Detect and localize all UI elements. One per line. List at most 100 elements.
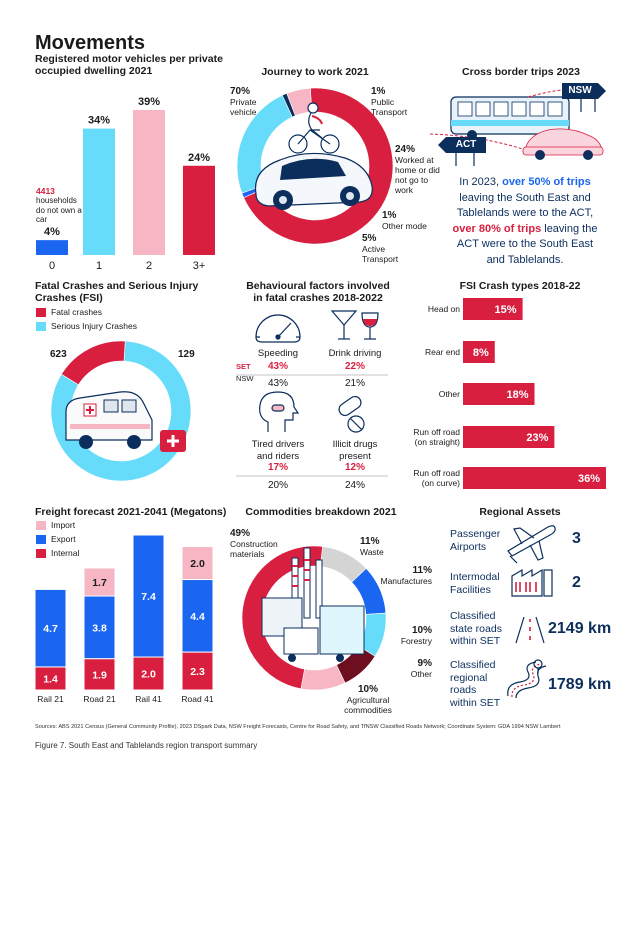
comm-other-label: 9% Other [382, 659, 432, 680]
cocktail-icon [330, 310, 379, 340]
page-title: Movements [35, 32, 146, 54]
crash-category-3-0: Run off road [413, 427, 460, 437]
freight-legend-internal: Internal [51, 548, 80, 558]
crash-value-4: 36% [578, 473, 600, 485]
asset-regional-roads-value: 1789 km [548, 676, 612, 693]
crash-bar-4 [463, 467, 606, 489]
nsw-sign-label: NSW [568, 85, 592, 96]
no-car-note: households do not own a car [36, 196, 82, 224]
vehicles-title: Registered motor vehicles per private oc… [35, 53, 223, 77]
comm-forestry-value: 10% [411, 625, 432, 636]
crash-bar-0 [463, 298, 523, 320]
freight-title: Freight forecast 2021-2041 (Megatons) [35, 506, 227, 518]
freight-bar-import-3 [181, 546, 214, 581]
asset-state-roads-line3: within SET [450, 635, 501, 647]
comm-agri-value: 10% [357, 684, 378, 695]
plane-icon [507, 525, 556, 564]
freight-value-export-0: 4.7 [43, 623, 58, 635]
fsi-serious-value: 623 [50, 349, 67, 360]
journey-home-label: 24% Worked at home or did not go to work [395, 145, 445, 196]
fsi-title-line1: Fatal Crashes and Serious Injury [35, 280, 199, 292]
border-line4: leaving the [541, 222, 598, 235]
fsi-slice-0 [50, 340, 192, 482]
vehicles-value-2: 39% [138, 96, 160, 108]
freight-legend-import: Import [51, 520, 76, 530]
freight-bar-export-1 [83, 595, 116, 660]
crash-category-4-0: Run off road [413, 468, 460, 478]
comm-forestry-text: Forestry [400, 636, 432, 646]
asset-regional-roads-label: Classified regional roads within SET [450, 659, 500, 709]
asset-state-roads-line1: Classified [450, 610, 496, 622]
tired-head-icon [259, 391, 300, 432]
vehicles-category-1: 1 [96, 260, 102, 272]
crash-category-0-0: Head on [428, 304, 460, 314]
act-sign-label: ACT [455, 139, 477, 150]
journey-public-text: Public Transport [371, 97, 408, 117]
behaviour-title: Behavioural factors involved in fatal cr… [233, 280, 403, 304]
border-line1: In 2023, [459, 176, 503, 188]
crash-category-3-1: (on straight) [415, 437, 461, 447]
fsi-title: Fatal Crashes and Serious Injury Crashes… [35, 280, 198, 304]
crash-category-4-1: (on curve) [422, 478, 460, 488]
fsi-slice-1 [61, 340, 126, 386]
freight-value-import-3: 2.0 [190, 558, 205, 570]
vehicles-category-2: 2 [146, 260, 152, 272]
asset-intermodal-line2: Facilities [450, 583, 491, 596]
asset-intermodal-line1: Intermodal [450, 571, 500, 583]
comm-forestry-label: 10% Forestry [382, 625, 432, 647]
border-text: In 2023, over 50% of trips leaving the S… [440, 175, 610, 268]
journey-private-value: 70% [230, 86, 251, 97]
freight-value-internal-0: 1.4 [43, 673, 58, 685]
act-sign-icon [438, 137, 486, 166]
journey-private-text: Private vehicle [230, 97, 257, 117]
asset-state-roads-label: Classified state roads within SET [450, 610, 502, 648]
nsw-sign-icon [562, 83, 606, 112]
freight-value-internal-2: 2.0 [141, 669, 156, 681]
asset-airports-label: Passenger Airports [450, 528, 500, 553]
freight-bar-internal-2 [132, 656, 165, 691]
car-and-cyclist-icon [254, 102, 373, 210]
asset-airports-line1: Passenger [450, 528, 501, 540]
behaviour-nsw-label: NSW [236, 374, 254, 383]
behaviour-tired-line1: Tired drivers [251, 439, 305, 450]
no-car-value: 4413 [36, 186, 55, 196]
journey-other-text: Other mode [382, 221, 427, 231]
speedometer-icon [255, 314, 301, 343]
ambulance-icon [65, 391, 186, 452]
freight-category-2: Rail 41 [135, 694, 162, 704]
journey-slice-0 [243, 87, 394, 245]
vehicles-category-0: 0 [49, 260, 55, 272]
crash-value-2: 18% [506, 389, 528, 401]
fsi-fatal-value: 129 [178, 349, 195, 360]
crash-category-1-0: Rear end [425, 347, 460, 357]
freight-bar-internal-1 [83, 658, 116, 691]
comm-agri-label: 10% Agricultural commodities [326, 684, 410, 716]
freight-category-3: Road 41 [181, 694, 213, 704]
vehicles-bar-2 [133, 110, 165, 255]
behaviour-speeding-set: 43% [267, 361, 288, 372]
journey-active-text: Active Transport [362, 244, 399, 264]
freight-bar-import-1 [83, 567, 116, 597]
freight-value-export-1: 3.8 [92, 622, 107, 634]
behaviour-speeding-nsw: 43% [267, 378, 288, 389]
behaviour-drugs-nsw: 24% [344, 480, 365, 491]
journey-title: Journey to work 2021 [261, 66, 369, 78]
behaviour-drink-label: Drink driving [328, 348, 382, 359]
assets-title: Regional Assets [479, 506, 561, 518]
journey-public-value: 1% [371, 86, 386, 97]
journey-active-label: 5% Active Transport [362, 234, 412, 265]
crash-category-2-0: Other [439, 389, 460, 399]
comm-other-text: Other [410, 669, 432, 679]
journey-home-text: Worked at home or did not go to work [395, 155, 440, 195]
asset-state-roads-value: 2149 km [548, 620, 612, 637]
fsi-legend-fatal: Fatal crashes [51, 307, 103, 317]
commodities-slice-0 [241, 545, 323, 690]
border-title: Cross border trips 2023 [462, 66, 580, 78]
factory-icon [511, 568, 553, 597]
crash-bar-2 [463, 383, 535, 405]
asset-state-roads-line2: state roads [450, 622, 502, 635]
